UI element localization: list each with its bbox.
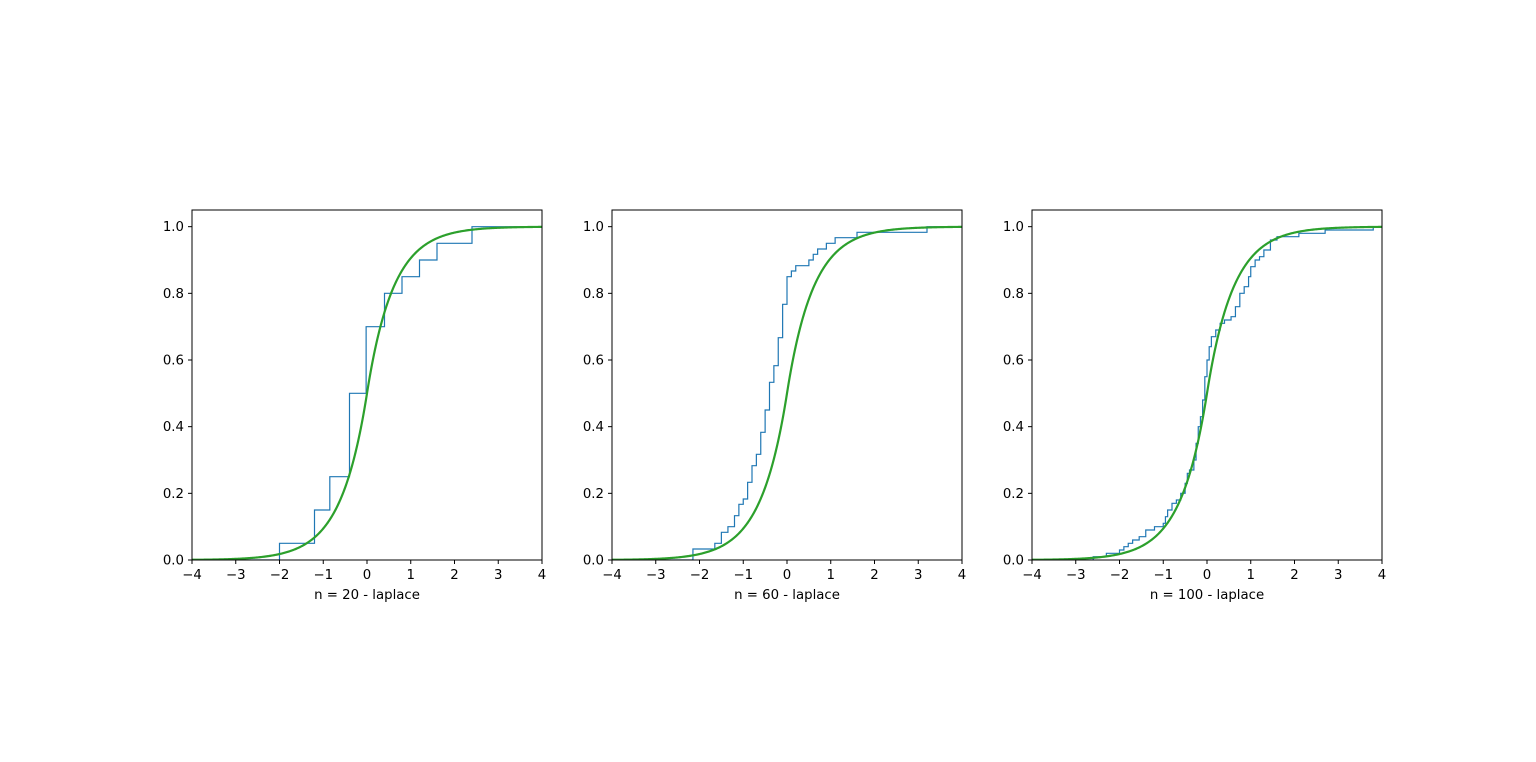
axes-frame	[1031, 209, 1383, 561]
x-tick-label: 2	[1290, 568, 1298, 583]
x-tick-label: −4	[182, 568, 202, 583]
x-axis-label: n = 100 - laplace	[1150, 588, 1264, 603]
x-tick-label: 0	[1203, 568, 1211, 583]
y-tick-label: 1.0	[583, 220, 604, 235]
axes-frame	[191, 209, 543, 561]
x-tick-label: 2	[450, 568, 458, 583]
y-tick-label: 0.8	[1003, 287, 1024, 302]
subplot-1: −4 −3 −2 −1 0 1 2 3 4 0.0 0.2 0.4 0.6 0.8 1.0 n = 20 - …	[163, 209, 546, 603]
x-tick-label: 0	[363, 568, 371, 583]
x-tick-label: −3	[646, 568, 666, 583]
x-tick-label: 2	[870, 568, 878, 583]
y-tick-label: 0.6	[583, 354, 604, 369]
y-tick-label: 1.0	[163, 220, 184, 235]
x-tick-label: −1	[313, 568, 333, 583]
x-tick-label: −4	[1022, 568, 1042, 583]
x-tick-label: 4	[1378, 568, 1386, 583]
y-tick-label: 0.4	[1003, 420, 1024, 435]
ecdf-series	[1032, 226, 1382, 560]
x-tick-label: −1	[1153, 568, 1173, 583]
ecdf-step-line	[1032, 226, 1382, 560]
x-axis-label: n = 60 - laplace	[734, 588, 840, 603]
y-tick-label: 0.0	[1003, 554, 1024, 569]
y-tick-label: 0.4	[163, 420, 184, 435]
laplace-cdf-curve	[612, 225, 962, 560]
y-tick-label: 0.6	[163, 354, 184, 369]
x-tick-label: −2	[270, 568, 290, 583]
x-tick-label: 1	[407, 568, 415, 583]
x-tick-label: 3	[1334, 568, 1342, 583]
x-tick-label: 1	[827, 568, 835, 583]
plot-area	[612, 225, 962, 560]
subplot-2: −4 −3 −2 −1 0 1 2 3 4 0.0 0.2 0.4 0.6 0.8 1.0 n = 60 - …	[583, 209, 966, 603]
x-tick-label: 4	[958, 568, 966, 583]
x-tick-label: 1	[1247, 568, 1255, 583]
x-tick-label: −1	[733, 568, 753, 583]
laplace-cdf-curve	[1032, 225, 1382, 560]
y-tick-label: 0.0	[163, 554, 184, 569]
axes-frame	[611, 209, 963, 561]
subplot-3: −4 −3 −2 −1 0 1 2 3 4 0.0 0.2 0.4 0.6 0.8 1.0 n = 100 -…	[1003, 209, 1386, 603]
x-tick-label: 4	[538, 568, 546, 583]
y-tick-label: 0.2	[1003, 487, 1024, 502]
laplace-cdf-curve	[192, 225, 542, 560]
y-tick-label: 0.2	[583, 487, 604, 502]
plot-area	[192, 225, 542, 560]
y-tick-label: 0.8	[163, 287, 184, 302]
x-tick-label: −3	[226, 568, 246, 583]
x-tick-label: 3	[494, 568, 502, 583]
x-tick-label: −2	[690, 568, 710, 583]
y-tick-label: 1.0	[1003, 220, 1024, 235]
x-tick-label: 3	[914, 568, 922, 583]
y-tick-label: 0.0	[583, 554, 604, 569]
ecdf-step-line	[612, 226, 962, 560]
ecdf-series	[612, 226, 962, 560]
x-tick-label: −3	[1066, 568, 1086, 583]
plot-area	[1032, 225, 1382, 560]
y-tick-label: 0.6	[1003, 354, 1024, 369]
x-tick-label: −2	[1110, 568, 1130, 583]
x-tick-label: 0	[783, 568, 791, 583]
x-tick-label: −4	[602, 568, 622, 583]
y-tick-label: 0.2	[163, 487, 184, 502]
x-axis-label: n = 20 - laplace	[314, 588, 420, 603]
y-tick-label: 0.8	[583, 287, 604, 302]
y-tick-label: 0.4	[583, 420, 604, 435]
